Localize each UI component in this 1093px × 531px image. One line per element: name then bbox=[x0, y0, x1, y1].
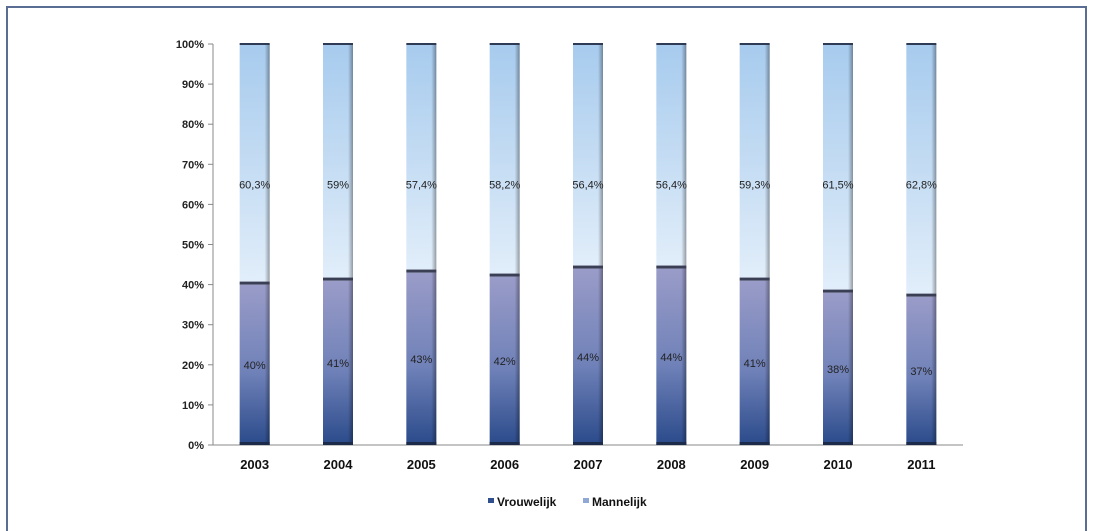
data-label-vrouwelijk: 43% bbox=[410, 354, 432, 366]
data-label-vrouwelijk: 44% bbox=[660, 352, 682, 364]
y-tick-label: 40% bbox=[182, 280, 204, 292]
data-label-vrouwelijk: 37% bbox=[910, 366, 932, 378]
bar-bottom-cap bbox=[239, 442, 270, 445]
data-label-mannelijk: 57,4% bbox=[406, 179, 437, 191]
data-label-mannelijk: 60,3% bbox=[239, 179, 270, 191]
bar-bottom-cap bbox=[739, 442, 770, 445]
data-label-vrouwelijk: 38% bbox=[827, 364, 849, 376]
x-tick-label: 2005 bbox=[407, 457, 436, 472]
x-tick-label: 2010 bbox=[824, 457, 853, 472]
data-label-mannelijk: 62,8% bbox=[906, 179, 937, 191]
bar-segment-divider bbox=[906, 293, 937, 297]
bar-top-cap bbox=[739, 43, 770, 45]
data-label-vrouwelijk: 40% bbox=[244, 360, 266, 372]
x-tick-label: 2003 bbox=[240, 457, 269, 472]
bar-bottom-cap bbox=[406, 442, 437, 445]
data-label-vrouwelijk: 41% bbox=[744, 358, 766, 370]
bar-side-shade bbox=[348, 44, 353, 445]
bar-segment-divider bbox=[406, 269, 437, 273]
bar-top-cap bbox=[406, 43, 437, 45]
y-tick-label: 70% bbox=[182, 159, 204, 171]
legend-swatch-vrouwelijk bbox=[488, 498, 494, 503]
legend-label-vrouwelijk: Vrouwelijk bbox=[497, 495, 557, 509]
bar-side-shade bbox=[931, 44, 937, 445]
y-tick-label: 90% bbox=[182, 79, 204, 91]
data-label-vrouwelijk: 42% bbox=[494, 356, 516, 368]
bar-bottom-cap bbox=[573, 442, 603, 445]
bar-vrouwelijk-2006[interactable] bbox=[489, 276, 520, 445]
bar-bottom-cap bbox=[323, 442, 353, 445]
data-label-mannelijk: 59,3% bbox=[739, 179, 770, 191]
bar-bottom-cap bbox=[656, 442, 687, 445]
x-tick-label: 2011 bbox=[907, 457, 935, 472]
y-tick-label: 0% bbox=[188, 440, 204, 452]
bar-segment-divider bbox=[573, 265, 603, 269]
bar-segment-divider bbox=[739, 277, 770, 281]
bar-top-cap bbox=[823, 43, 853, 45]
data-label-mannelijk: 59% bbox=[327, 179, 349, 191]
bar-segment-divider bbox=[823, 289, 853, 293]
bar-mannelijk-2006[interactable] bbox=[489, 44, 520, 277]
legend-label-mannelijk: Mannelijk bbox=[592, 495, 647, 509]
y-tick-label: 100% bbox=[176, 39, 204, 51]
x-tick-label: 2008 bbox=[657, 457, 686, 472]
x-tick-label: 2006 bbox=[490, 457, 519, 472]
y-tick-label: 30% bbox=[182, 320, 204, 332]
data-label-mannelijk: 61,5% bbox=[822, 179, 853, 191]
bar-side-shade bbox=[431, 44, 437, 445]
bar-side-shade bbox=[264, 44, 270, 445]
y-tick-label: 60% bbox=[182, 199, 204, 211]
bar-bottom-cap bbox=[906, 442, 937, 445]
legend-swatch-mannelijk bbox=[583, 498, 589, 503]
bar-segment-divider bbox=[489, 273, 520, 277]
bar-top-cap bbox=[906, 43, 937, 45]
bar-side-shade bbox=[598, 44, 603, 445]
x-tick-label: 2007 bbox=[574, 457, 603, 472]
x-tick-label: 2004 bbox=[324, 457, 354, 472]
bar-bottom-cap bbox=[823, 442, 853, 445]
bar-top-cap bbox=[656, 43, 687, 45]
y-tick-label: 20% bbox=[182, 360, 204, 372]
bar-top-cap bbox=[489, 43, 520, 45]
bar-top-cap bbox=[239, 43, 270, 45]
data-label-vrouwelijk: 44% bbox=[577, 352, 599, 364]
bar-segment-divider bbox=[239, 281, 270, 285]
bar-segment-divider bbox=[323, 277, 353, 281]
bar-top-cap bbox=[323, 43, 353, 45]
bar-segment-divider bbox=[656, 265, 687, 269]
bar-side-shade bbox=[764, 44, 770, 445]
y-tick-label: 50% bbox=[182, 240, 204, 252]
x-tick-label: 2009 bbox=[740, 457, 769, 472]
bar-side-shade bbox=[848, 44, 853, 445]
data-label-mannelijk: 56,4% bbox=[572, 179, 603, 191]
bar-side-shade bbox=[514, 44, 520, 445]
data-label-vrouwelijk: 41% bbox=[327, 358, 349, 370]
data-label-mannelijk: 56,4% bbox=[656, 179, 687, 191]
bar-side-shade bbox=[681, 44, 687, 445]
bar-bottom-cap bbox=[489, 442, 520, 445]
y-tick-label: 10% bbox=[182, 400, 204, 412]
bar-top-cap bbox=[573, 43, 603, 45]
data-label-mannelijk: 58,2% bbox=[489, 179, 520, 191]
y-tick-label: 80% bbox=[182, 119, 204, 131]
